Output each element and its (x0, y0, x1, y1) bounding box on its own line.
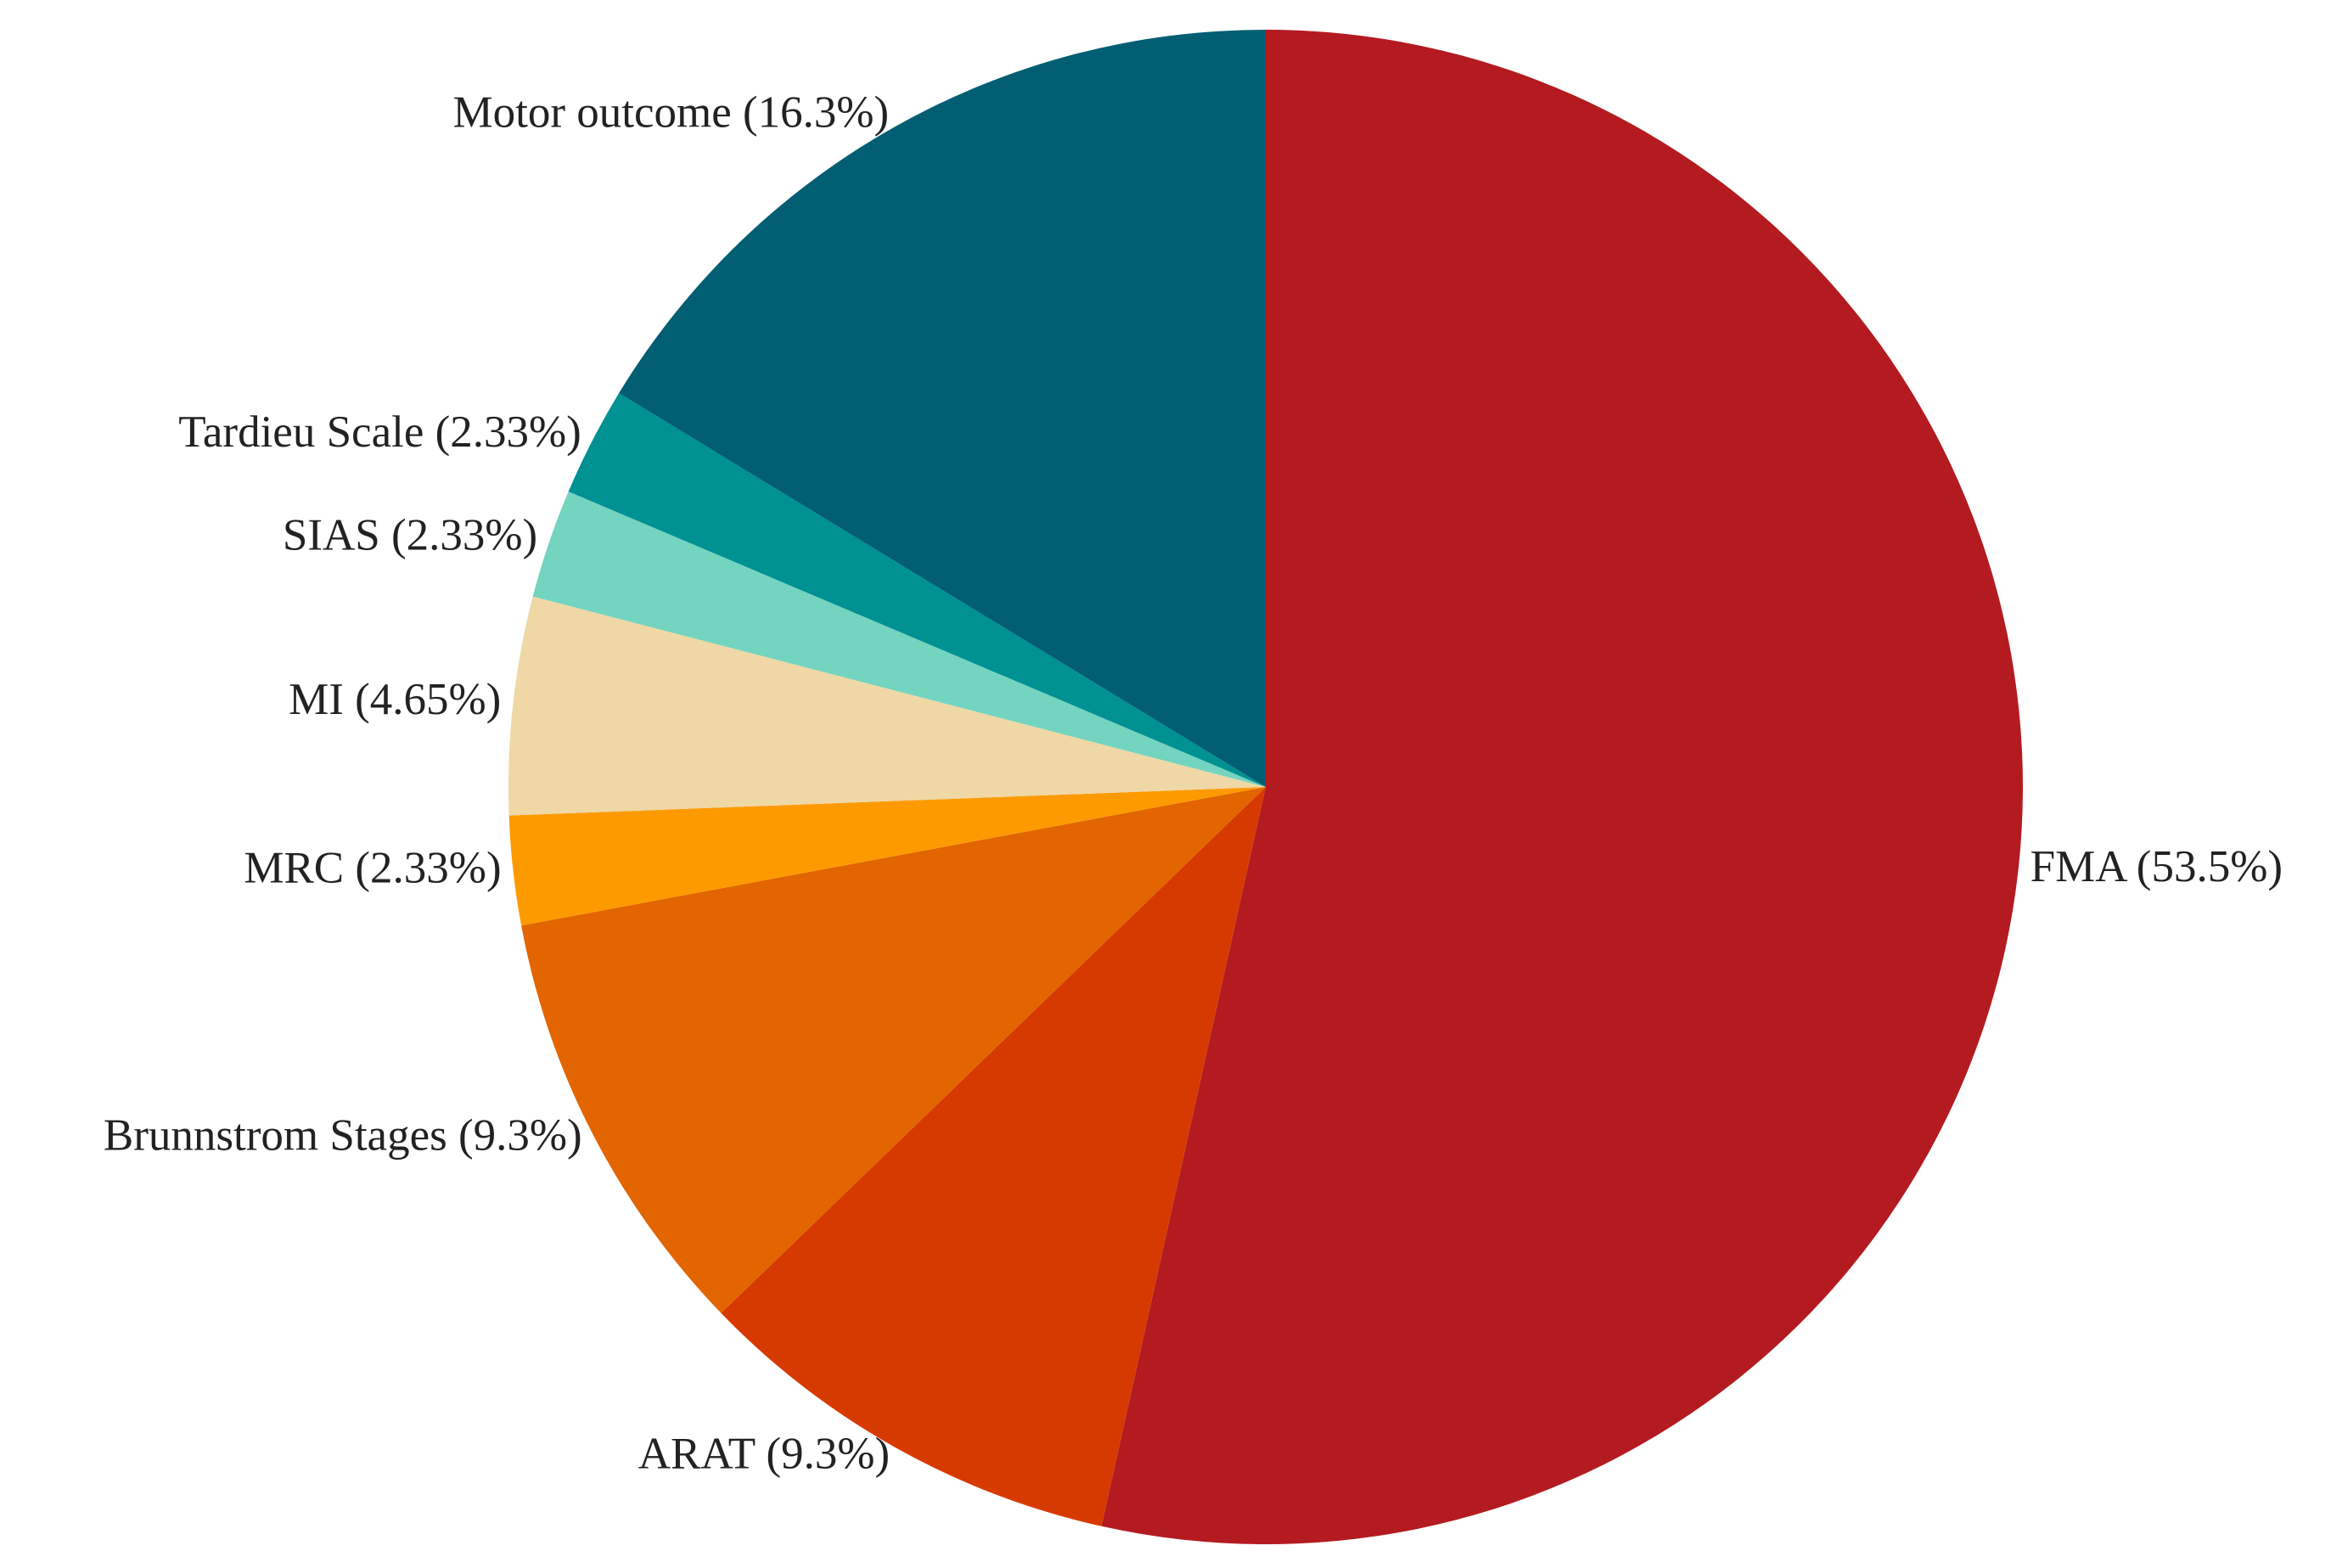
pie-slice-fma (1101, 30, 2023, 1544)
pie-slice-sias (532, 492, 1266, 787)
pie-slice-mi (508, 596, 1266, 816)
pie-label-mrc: MRC (2.33%) (244, 843, 501, 892)
pie-slice-brunnstrom-stages (521, 787, 1266, 1313)
pie-slice-mrc (508, 787, 1266, 926)
pie-label-motor-outcome: Motor outcome (16.3%) (452, 87, 889, 137)
pie-label-arat: ARAT (9.3%) (638, 1430, 890, 1479)
pie-slice-motor-outcome (619, 30, 1266, 787)
pie-label-mi: MI (4.65%) (289, 675, 501, 724)
pie-slices (508, 30, 2023, 1544)
pie-label-brunnstrom-stages: Brunnstrom Stages (9.3%) (104, 1110, 582, 1160)
pie-label-fma: FMA (53.5%) (2030, 842, 2283, 891)
pie-labels: FMA (53.5%) ARAT (9.3%) Brunnstrom Stages … (104, 87, 2283, 1478)
pie-label-tardieu-scale: Tardieu Scale (2.33%) (178, 407, 581, 457)
pie-slice-arat (721, 787, 1266, 1526)
pie-label-sias: SIAS (2.33%) (283, 511, 537, 560)
pie-slice-tardieu-scale (568, 393, 1266, 787)
